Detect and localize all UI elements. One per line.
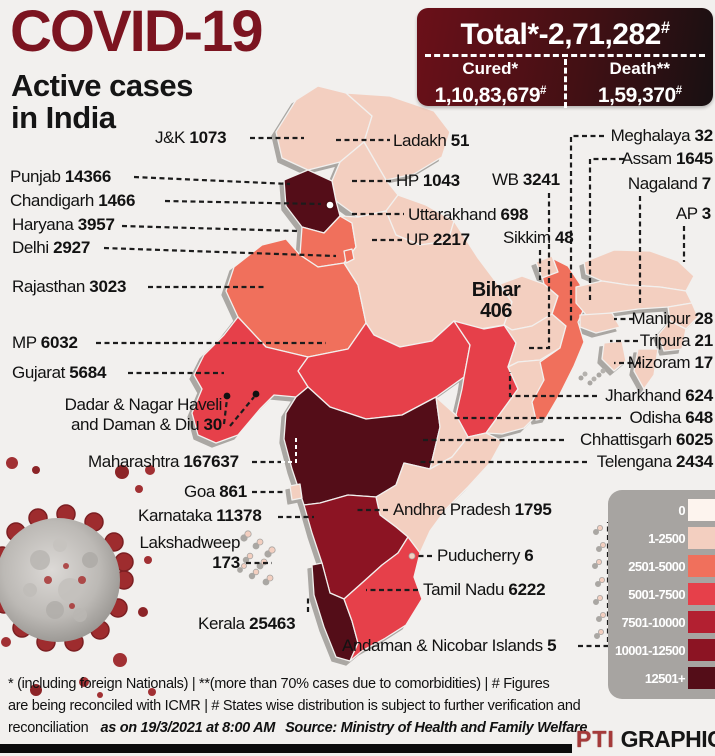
legend-row: 7501-10000: [608, 609, 715, 635]
legend-row: 1-2500: [608, 525, 715, 551]
legend-label: 1-2500: [648, 530, 685, 546]
label-meghalaya: Meghalaya 32: [610, 126, 714, 145]
legend-swatch: [688, 527, 715, 549]
state-shape-gujarat: [191, 316, 309, 444]
state-shape-puducherry: [408, 552, 416, 560]
state-shape-mizoram: [633, 348, 659, 390]
state-shape-nagaland: [667, 302, 699, 330]
footnote-line3: reconciliation as on 19/3/2021 at 8:00 AM…: [8, 720, 588, 736]
legend-row: 0: [608, 497, 715, 523]
legend-swatch: [688, 667, 715, 689]
label-delhi: Delhi 2927: [12, 238, 91, 257]
delta-islands: [582, 368, 606, 382]
legend-label: 7501-10000: [621, 614, 686, 630]
page-title: COVID-19: [10, 0, 264, 64]
state-shape-andaman: [596, 525, 607, 636]
label-odisha: Odisha 648: [629, 408, 713, 427]
page-subtitle: Active cases in India: [11, 68, 193, 135]
label-jharkhand: Jharkhand 624: [605, 386, 713, 405]
dnh-markers: [223, 390, 260, 400]
label-mp: MP 6032: [12, 333, 78, 352]
label-karnataka: Karnataka 11378: [138, 506, 262, 525]
state-shape-goa: [289, 483, 303, 501]
label-chandigarh: Chandigarh 1466: [10, 191, 136, 210]
state-shape-lakshadweep: [241, 530, 276, 582]
legend-swatch: [688, 611, 715, 633]
legend-swatch: [688, 499, 715, 521]
legend-row: 12501+: [608, 665, 715, 691]
legend-row: 5001-7500: [608, 581, 715, 607]
label-bihar: Bihar 406: [471, 279, 521, 322]
label-gujarat: Gujarat 5684: [12, 363, 107, 382]
state-shape-manipur: [657, 320, 687, 352]
source-credit: Source: Ministry of Health and Family We…: [285, 720, 588, 736]
legend: 0 1-2500 2501-5000 5001-7500 7501-10000 …: [608, 490, 715, 699]
label-hp: HP 1043: [396, 171, 460, 190]
label-dnh: Dadar & Nagar Haveli and Daman & Diu 30: [64, 395, 223, 434]
legend-label: 10001-12500: [614, 642, 686, 658]
label-wb: WB 3241: [492, 170, 560, 189]
legend-row: 10001-12500: [608, 637, 715, 663]
label-andaman: Andaman & Nicobar Islands 5: [342, 636, 557, 655]
label-tripura: Tripura 21: [639, 331, 713, 350]
label-haryana: Haryana 3957: [12, 215, 115, 234]
label-maharashtra: Maharashtra 167637: [88, 452, 239, 471]
label-kerala: Kerala 25463: [198, 614, 296, 633]
legend-label: 5001-7500: [628, 586, 685, 602]
label-tamilnadu: Tamil Nadu 6222: [423, 580, 546, 599]
label-up: UP 2217: [406, 230, 470, 249]
legend-label: 2501-5000: [628, 558, 685, 574]
leader-lines: [96, 134, 686, 648]
totals-box: Total*-2,71,282# Cured* 1,10,83,679# Dea…: [417, 8, 713, 108]
footnote-line1: * (including foreign Nationals) | **(mor…: [8, 676, 550, 692]
footnote-line2: are being reconciled with ICMR | # State…: [8, 698, 581, 714]
state-shape-delhi: [343, 248, 355, 264]
state-shape-tripura: [601, 340, 627, 372]
label-punjab: Punjab 14366: [10, 167, 112, 186]
label-andhra: Andhra Pradesh 1795: [393, 500, 552, 519]
state-shape-sikkim: [535, 255, 559, 279]
label-ladakh: Ladakh 51: [393, 131, 470, 150]
legend-swatch: [688, 583, 715, 605]
label-nagaland: Nagaland 7: [627, 174, 711, 193]
legend-row: 2501-5000: [608, 553, 715, 579]
legend-swatch: [688, 639, 715, 661]
state-shape-meghalaya: [579, 312, 621, 334]
total-headline: Total*-2,71,282#: [460, 18, 670, 51]
coronavirus-image: [0, 457, 156, 698]
state-shape-ladakh: [345, 92, 451, 181]
cured-stat: Cured* 1,10,83,679#: [417, 59, 567, 108]
label-goa: Goa 861: [184, 482, 248, 501]
state-shape-tamilnadu: [343, 536, 423, 662]
label-sikkim: Sikkim 48: [503, 228, 574, 247]
totals-divider: [425, 54, 705, 57]
virus-ball: [0, 504, 134, 652]
label-chhattisgarh: Chhattisgarh 6025: [580, 430, 713, 449]
pti-logo: PTI GRAPHICS: [576, 726, 715, 752]
as-of-date: as on 19/3/2021 at 8:00 AM: [100, 720, 276, 736]
label-assam: Assam 1645: [621, 149, 714, 168]
legend-swatch: [688, 555, 715, 577]
chandigarh-marker: [324, 199, 336, 211]
leader-line-white: [281, 436, 297, 463]
bottom-bar: [0, 744, 572, 753]
label-arunachal: AP 3: [675, 204, 711, 223]
virus-debris: [1, 457, 156, 698]
label-jk: J&K 1073: [155, 128, 227, 147]
label-puducherry: Puducherry 6: [437, 546, 534, 565]
label-mizoram: Mizoram 17: [627, 353, 713, 372]
label-uttarakhand: Uttarakhand 698: [408, 205, 529, 224]
death-stat: Death** 1,59,370#: [597, 59, 682, 107]
label-manipur: Manipur 28: [631, 309, 714, 328]
label-rajasthan: Rajasthan 3023: [12, 277, 127, 296]
legend-label: 0: [678, 502, 685, 518]
legend-label: 12501+: [644, 670, 686, 686]
label-telangana: Telengana 2434: [596, 452, 713, 471]
label-lakshadweep: Lakshadweep 173: [139, 533, 240, 572]
